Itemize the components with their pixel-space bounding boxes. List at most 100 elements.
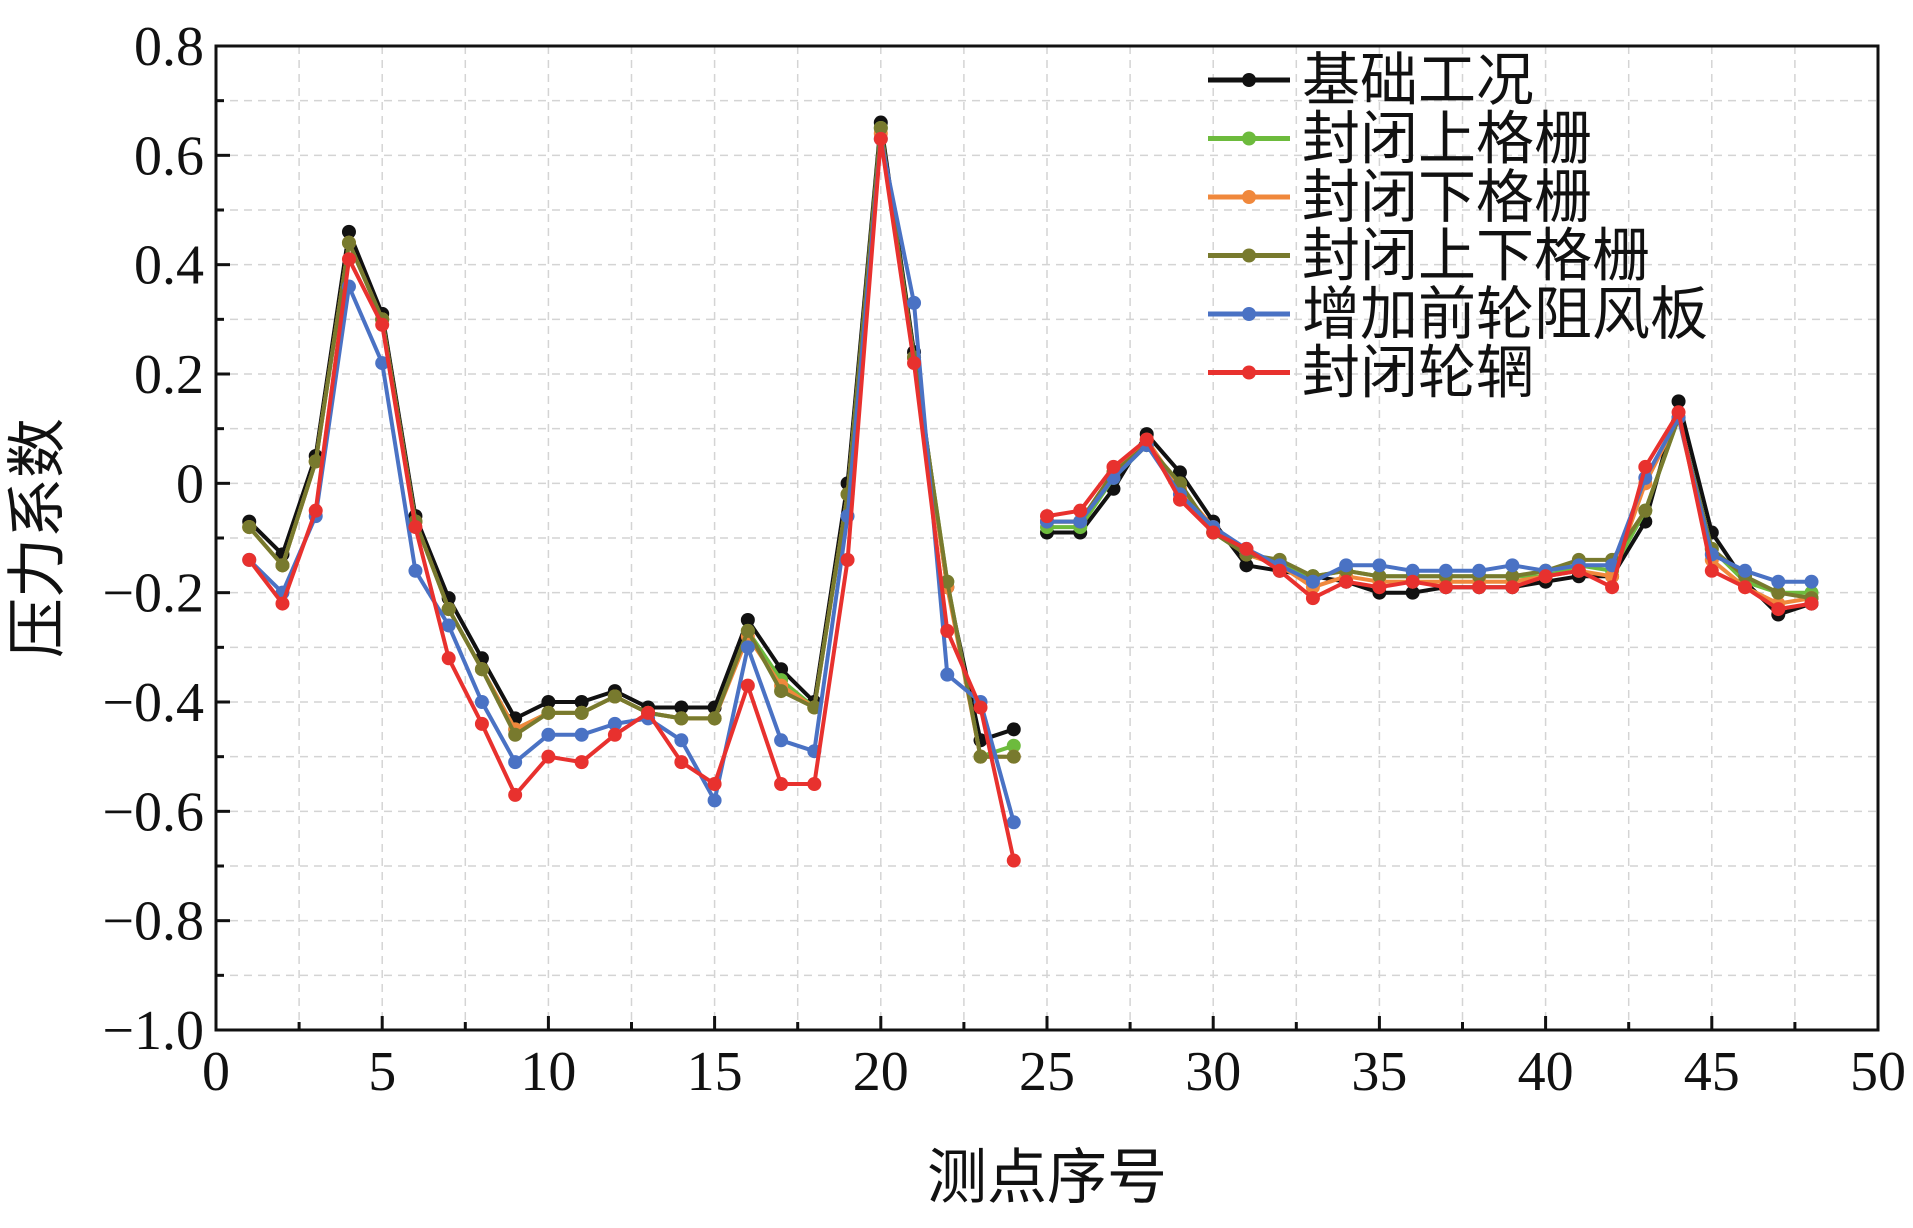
data-point [1405,585,1420,600]
data-point [474,662,489,677]
data-point [574,695,589,709]
legend-label: 封闭上格栅 [1302,105,1592,173]
data-point [1040,509,1054,524]
data-point [674,755,689,770]
data-point [441,602,456,617]
data-point [607,689,622,704]
data-point [375,317,390,332]
x-tick-label: 30 [1185,1041,1241,1103]
data-point [474,716,489,731]
data-point [441,651,456,666]
data-point [1571,563,1586,578]
data-point [275,596,290,611]
data-point [1472,580,1487,595]
y-tick-labels: 0.8 0.6 0.4 0.2 0 −0.2 −0.4 −0.6 −0.8 −1.0 [102,16,204,1062]
data-point [1006,738,1021,753]
data-point [541,727,556,742]
legend-swatch-marker [1242,131,1256,146]
y-tick-label: −0.4 [102,672,204,734]
data-point [1472,563,1487,578]
data-point [1771,574,1786,589]
data-point [441,618,456,633]
legend-label: 封闭下格栅 [1302,163,1592,231]
data-point [707,711,722,726]
data-point [308,503,323,518]
data-point [774,733,789,748]
data-point [1605,580,1620,595]
data-point [375,356,390,371]
data-point [674,711,689,726]
legend-swatch-marker [1242,365,1256,380]
data-point [242,552,257,567]
legend-item: 封闭轮辋 [1208,339,1534,407]
data-point [1006,853,1021,868]
data-point [1006,749,1021,764]
data-point [1305,591,1320,606]
legend-label: 增加前轮阻风板 [1302,280,1708,348]
data-point [774,684,789,699]
data-point [341,252,356,267]
x-tick-label: 45 [1684,1041,1740,1103]
data-point [1804,574,1819,589]
data-point [341,235,356,250]
data-point [1671,405,1686,420]
x-tick-label: 10 [520,1041,576,1103]
legend-item: 增加前轮阻风板 [1208,280,1708,348]
data-point [508,787,523,802]
data-point [1073,503,1088,518]
data-point [275,558,290,573]
y-tick-label: −1.0 [102,1000,204,1062]
data-point [1738,580,1753,595]
data-point [1505,580,1520,595]
data-point [973,700,988,715]
data-point [508,727,523,742]
data-point [873,121,888,135]
x-axis-title: 测点序号 [927,1143,1167,1213]
y-tick-label: −0.2 [102,563,204,625]
data-point [1239,558,1254,573]
x-tick-label: 15 [687,1041,743,1103]
data-point [1372,558,1387,573]
legend-label: 封闭轮辋 [1302,339,1534,407]
x-tick-labels: 0 5 10 15 20 25 30 35 40 45 50 [202,1041,1906,1103]
series-line [1046,410,1812,612]
data-point [707,777,722,791]
y-tick-label: 0.8 [134,16,204,78]
data-point [774,777,789,791]
y-tick-label: 0.4 [134,235,204,297]
data-point [1239,541,1254,556]
data-point [1139,432,1154,447]
data-point [508,755,523,770]
series-line [1047,399,1813,617]
data-point [1206,525,1221,540]
legend-swatch-marker [1242,190,1256,204]
data-point [541,749,556,764]
x-tick-label: 25 [1019,1041,1075,1103]
data-point [873,131,888,146]
data-point [1505,558,1520,573]
x-tick-label: 5 [368,1041,396,1103]
data-point [1438,580,1453,595]
data-point [1006,815,1021,830]
x-tick-label: 20 [853,1041,909,1103]
data-point [1804,596,1819,611]
y-tick-label: −0.6 [102,781,204,843]
data-point [907,295,922,310]
data-point [907,356,922,371]
legend-item: 封闭上下格栅 [1208,222,1650,290]
data-point [973,749,988,764]
data-point [1538,569,1553,584]
data-point [408,520,423,535]
data-point [1738,563,1753,578]
data-point [740,640,755,655]
data-point [1339,574,1354,589]
data-point [740,678,755,693]
data-point [1505,569,1520,584]
data-point [940,623,955,638]
data-point [1771,602,1786,617]
y-tick-label: 0.2 [134,344,204,406]
legend-swatch-marker [1242,248,1256,263]
data-point [1372,569,1387,584]
data-point [341,224,356,239]
